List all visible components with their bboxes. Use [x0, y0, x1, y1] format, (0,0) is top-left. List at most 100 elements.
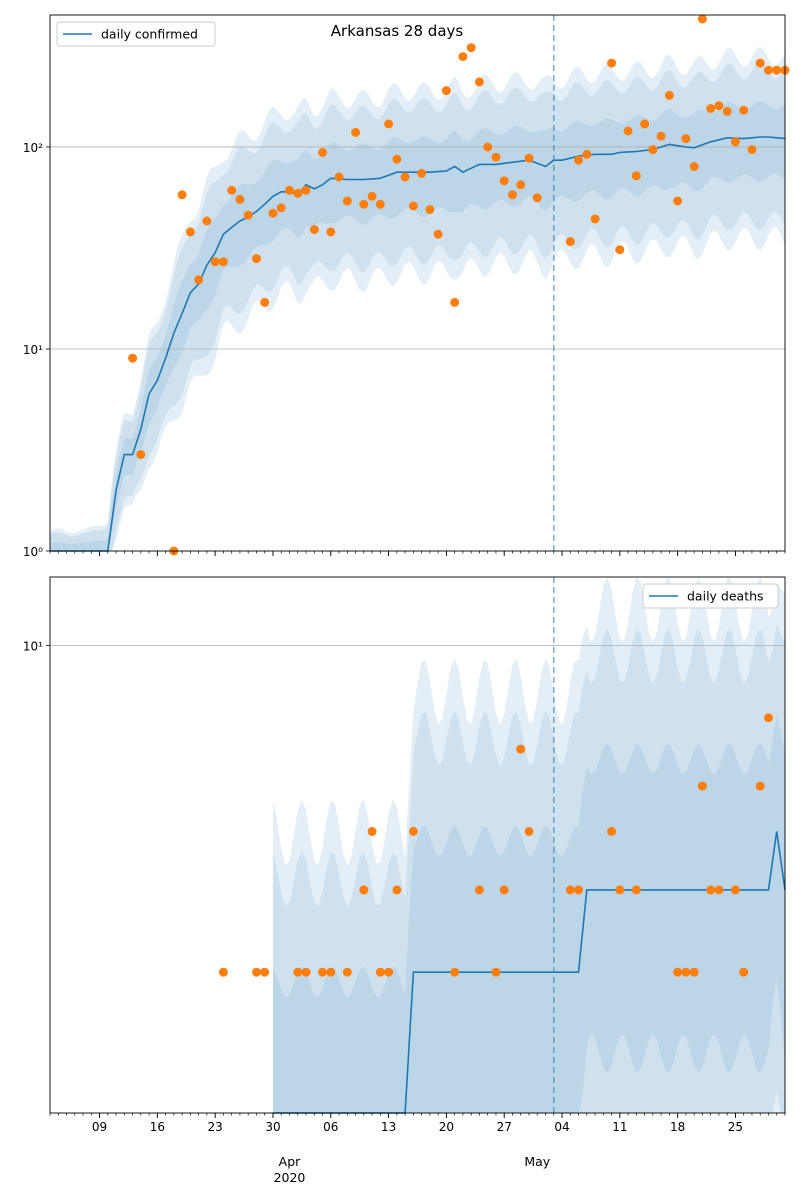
deaths-frame [49, 576, 786, 1114]
deaths-observed-point [615, 885, 625, 895]
deaths-observed-point [293, 967, 303, 977]
deaths-observed-point [408, 826, 418, 836]
confirmed-observed-point [532, 193, 542, 203]
confirmed-observed-point [417, 168, 427, 178]
deaths-observed-point [607, 826, 617, 836]
confirmed-band-2 [50, 100, 785, 552]
confirmed-observed-point [681, 134, 691, 144]
deaths-observed-point [706, 885, 716, 895]
confirmed-observed-point [664, 90, 674, 100]
month-label: Apr [279, 1154, 301, 1169]
deaths-observed-point [681, 967, 691, 977]
deaths-median-line [273, 831, 786, 1114]
confirmed-observed-point [755, 58, 765, 68]
confirmed-observed-point [285, 185, 294, 195]
confirmed-observed-point [351, 127, 361, 137]
confirmed-band-3 [50, 46, 785, 551]
confirmed-observed-point [640, 119, 650, 129]
xtick-label: 18 [670, 1120, 685, 1134]
confirmed-observed-point [697, 14, 707, 24]
xtick-label: 20 [439, 1120, 454, 1134]
deaths-observed-point [631, 885, 641, 895]
confirmed-observed-point [194, 275, 204, 285]
confirmed-observed-point [631, 171, 641, 181]
confirmed-ytick-label: 10⁰ [23, 545, 43, 559]
deaths-observed-point [565, 885, 575, 895]
confirmed-observed-point [276, 203, 286, 213]
confirmed-observed-point [433, 229, 443, 239]
confirmed-observed-point [673, 196, 683, 206]
chart-title: Arkansas 28 days [331, 22, 464, 40]
confirmed-observed-point [384, 119, 394, 129]
confirmed-observed-point [293, 188, 303, 198]
deaths-legend-label: daily deaths [687, 589, 764, 604]
confirmed-observed-point [185, 227, 195, 237]
confirmed-observed-point [400, 172, 410, 182]
confirmed-ytick-label: 10² [23, 141, 43, 155]
confirmed-observed-point [722, 106, 732, 116]
confirmed-observed-point [764, 65, 773, 75]
confirmed-series [50, 14, 790, 556]
xtick-label: 04 [554, 1120, 569, 1134]
confirmed-observed-point [590, 214, 600, 224]
deaths-observed-point [491, 967, 501, 977]
confirmed-observed-point [392, 154, 402, 164]
confirmed-observed-point [491, 152, 501, 162]
deaths-observed-point [326, 967, 336, 977]
confirmed-observed-point [574, 155, 583, 165]
deaths-observed-point [367, 826, 377, 836]
confirmed-observed-point [342, 196, 352, 206]
deaths-ticks: 10¹ [23, 576, 786, 1118]
confirmed-observed-point [483, 142, 493, 152]
xtick-label: 16 [150, 1120, 165, 1134]
confirmed-observed-point [202, 216, 212, 226]
confirmed-observed-point [301, 185, 311, 195]
deaths-observed-point [739, 967, 749, 977]
deaths-observed-point [392, 885, 402, 895]
confirmed-ytick-label: 10¹ [23, 343, 43, 357]
confirmed-observed-point [334, 172, 344, 182]
confirmed-observed-point [747, 145, 757, 155]
deaths-observed-point [689, 967, 699, 977]
confirmed-observed-point [450, 297, 460, 307]
confirmed-observed-point [425, 205, 435, 214]
deaths-observed-point [252, 967, 261, 977]
xtick-label: 11 [612, 1120, 627, 1134]
deaths-observed-point [697, 781, 707, 791]
deaths-observed-point [574, 885, 583, 895]
confirmed-observed-point [623, 126, 633, 136]
confirmed-observed-point [582, 149, 592, 159]
xtick-label: 06 [323, 1120, 338, 1134]
deaths-band-3 [273, 577, 785, 1113]
deaths-observed-point [260, 967, 270, 977]
confirmed-observed-point [252, 254, 261, 264]
deaths-observed-point [755, 781, 765, 791]
confirmed-uncertainty-bands [50, 46, 785, 552]
deaths-axes: 10¹ daily deaths [23, 576, 786, 1118]
confirmed-observed-point [615, 245, 625, 255]
confirmed-observed-point [689, 162, 699, 171]
confirmed-observed-point [565, 237, 575, 247]
deaths-observed-point [301, 967, 311, 977]
deaths-ytick-label: 10¹ [23, 639, 43, 653]
deaths-legend-box [642, 583, 779, 609]
confirmed-observed-point [128, 353, 138, 363]
deaths-observed-point [764, 713, 773, 723]
confirmed-observed-point [714, 101, 724, 111]
confirmed-observed-point [243, 210, 253, 220]
confirmed-ticks: 10⁰ 10¹ 10² [23, 14, 786, 559]
confirmed-observed-point [318, 147, 327, 157]
confirmed-observed-point [260, 297, 270, 307]
xtick-label: 13 [381, 1120, 396, 1134]
confirmed-observed-point [309, 225, 319, 235]
xtick-label: 09 [92, 1120, 107, 1134]
confirmed-axes: 10⁰ 10¹ 10² Arkansas 28 days daily confirm… [23, 14, 790, 559]
confirmed-observed-point [772, 65, 782, 75]
deaths-observed-point [384, 967, 394, 977]
confirmed-observed-point [177, 190, 187, 200]
xtick-label: 27 [497, 1120, 512, 1134]
confirmed-observed-point [359, 199, 369, 209]
confirmed-observed-point [441, 86, 451, 96]
confirmed-observed-point [227, 185, 237, 195]
